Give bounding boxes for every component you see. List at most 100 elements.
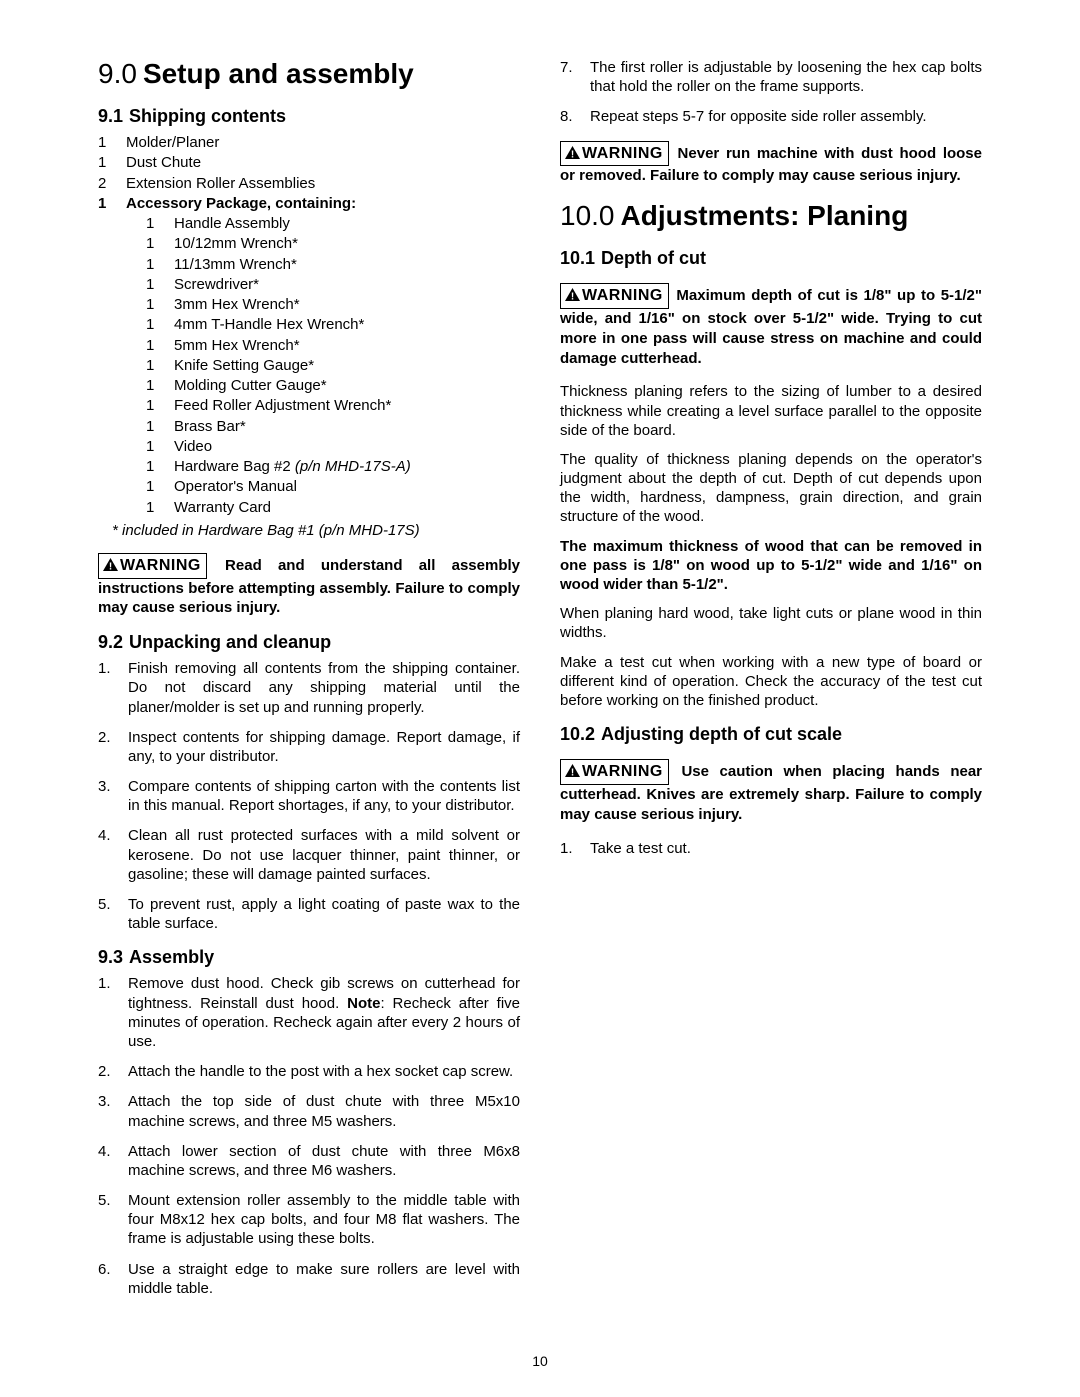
unpacking-list: Finish removing all contents from the sh… <box>98 659 520 933</box>
contents-row: 1Feed Roller Adjustment Wrench* <box>98 396 520 416</box>
warning-label: WARNING <box>120 557 201 574</box>
qty: 1 <box>146 376 174 396</box>
contents-row: 1Video <box>98 437 520 457</box>
section-9-2-heading: 9.2 Unpacking and cleanup <box>98 632 520 653</box>
qty: 1 <box>146 295 174 315</box>
section-10-2-heading: 10.2 Adjusting depth of cut scale <box>560 724 982 745</box>
warning-label: WARNING <box>582 763 663 780</box>
paragraph: The quality of thickness planing depends… <box>560 450 982 527</box>
section-9-3-heading: 9.3 Assembly <box>98 947 520 968</box>
warning-label: WARNING <box>582 145 663 162</box>
desc: 10/12mm Wrench* <box>174 234 520 254</box>
desc: Molder/Planer <box>126 133 520 153</box>
h2-number: 9.1 <box>98 106 123 126</box>
list-item: The first roller is adjustable by loosen… <box>560 58 982 96</box>
paragraph-bold: The maximum thickness of wood that can b… <box>560 537 982 595</box>
h2-title: Unpacking and cleanup <box>129 632 331 652</box>
desc: Molding Cutter Gauge* <box>174 376 520 396</box>
section-9-1-heading: 9.1 Shipping contents <box>98 106 520 127</box>
contents-row: 1Warranty Card <box>98 498 520 518</box>
contents-row: 13mm Hex Wrench* <box>98 295 520 315</box>
warning-1: !WARNING Read and understand all assembl… <box>98 553 520 618</box>
list-item: Clean all rust protected surfaces with a… <box>98 826 520 884</box>
h1-number: 9.0 <box>98 58 137 89</box>
triangle-icon: ! <box>565 287 580 307</box>
qty: 1 <box>146 457 174 477</box>
contents-row: 1Molder/Planer <box>98 133 520 153</box>
triangle-icon: ! <box>565 763 580 783</box>
desc: 11/13mm Wrench* <box>174 255 520 275</box>
desc: 5mm Hex Wrench* <box>174 336 520 356</box>
contents-row: 15mm Hex Wrench* <box>98 336 520 356</box>
desc: Brass Bar* <box>174 417 520 437</box>
list-item: Remove dust hood. Check gib screws on cu… <box>98 974 520 1051</box>
desc: 4mm T-Handle Hex Wrench* <box>174 315 520 335</box>
paragraph: Make a test cut when working with a new … <box>560 653 982 711</box>
section-10-1-heading: 10.1 Depth of cut <box>560 248 982 269</box>
section-10-heading: 10.0Adjustments: Planing <box>560 200 982 232</box>
h2-title: Depth of cut <box>601 248 706 268</box>
qty: 1 <box>146 234 174 254</box>
contents-row: 111/13mm Wrench* <box>98 255 520 275</box>
contents-row: 1Screwdriver* <box>98 275 520 295</box>
qty: 1 <box>146 498 174 518</box>
warning-label: WARNING <box>582 287 663 304</box>
qty: 1 <box>146 417 174 437</box>
list-item: Mount extension roller assembly to the m… <box>98 1191 520 1249</box>
h1-title: Adjustments: Planing <box>621 200 909 231</box>
h2-number: 10.1 <box>560 248 595 268</box>
svg-text:!: ! <box>109 561 112 571</box>
svg-text:!: ! <box>571 768 574 778</box>
desc: Operator's Manual <box>174 477 520 497</box>
desc: Screwdriver* <box>174 275 520 295</box>
qty: 1 <box>146 477 174 497</box>
qty: 1 <box>146 214 174 234</box>
contents-row: 1Hardware Bag #2 (p/n MHD-17S-A) <box>98 457 520 477</box>
warning-icon: ! WARNING <box>560 141 669 167</box>
contents-row: 1Molding Cutter Gauge* <box>98 376 520 396</box>
qty: 1 <box>146 315 174 335</box>
h1-title: Setup and assembly <box>143 58 414 89</box>
qty: 1 <box>98 194 126 214</box>
h2-number: 10.2 <box>560 724 595 744</box>
warning-icon: ! WARNING <box>98 553 207 579</box>
list-item: Inspect contents for shipping damage. Re… <box>98 728 520 766</box>
warning-icon: ! WARNING <box>560 283 669 309</box>
h2-title: Assembly <box>129 947 214 967</box>
contents-row: 1Knife Setting Gauge* <box>98 356 520 376</box>
contents-row: 1Handle Assembly <box>98 214 520 234</box>
list-item: Attach the handle to the post with a hex… <box>98 1062 520 1081</box>
qty: 1 <box>146 275 174 295</box>
list-item: Attach lower section of dust chute with … <box>98 1142 520 1180</box>
h2-number: 9.2 <box>98 632 123 652</box>
triangle-icon: ! <box>103 557 118 577</box>
desc: Dust Chute <box>126 153 520 173</box>
list-item: Compare contents of shipping carton with… <box>98 777 520 815</box>
h2-title: Adjusting depth of cut scale <box>601 724 842 744</box>
list-item: Finish removing all contents from the sh… <box>98 659 520 717</box>
contents-row: 2Extension Roller Assemblies <box>98 174 520 194</box>
footnote: * included in Hardware Bag #1 (p/n MHD-1… <box>98 522 520 539</box>
desc: Warranty Card <box>174 498 520 518</box>
warning-2: !WARNING Never run machine with dust hoo… <box>560 141 982 187</box>
svg-text:!: ! <box>571 292 574 302</box>
list-item: Take a test cut. <box>560 839 982 858</box>
warning-3: !WARNING Maximum depth of cut is 1/8" up… <box>560 283 982 368</box>
page-number: 10 <box>0 1353 1080 1369</box>
desc: Accessory Package, containing: <box>126 194 520 214</box>
desc: Hardware Bag #2 (p/n MHD-17S-A) <box>174 457 520 477</box>
list-item: Repeat steps 5-7 for opposite side rolle… <box>560 107 982 126</box>
contents-row: 14mm T-Handle Hex Wrench* <box>98 315 520 335</box>
triangle-icon: ! <box>565 145 580 165</box>
qty: 2 <box>98 174 126 194</box>
svg-text:!: ! <box>571 149 574 159</box>
qty: 1 <box>146 255 174 275</box>
contents-row: 1Operator's Manual <box>98 477 520 497</box>
qty: 1 <box>146 396 174 416</box>
warning-4: !WARNING Use caution when placing hands … <box>560 759 982 824</box>
h2-number: 9.3 <box>98 947 123 967</box>
h2-title: Shipping contents <box>129 106 286 126</box>
shipping-contents-list: 1Molder/Planer1Dust Chute2Extension Roll… <box>98 133 520 518</box>
desc: Video <box>174 437 520 457</box>
contents-row: 110/12mm Wrench* <box>98 234 520 254</box>
